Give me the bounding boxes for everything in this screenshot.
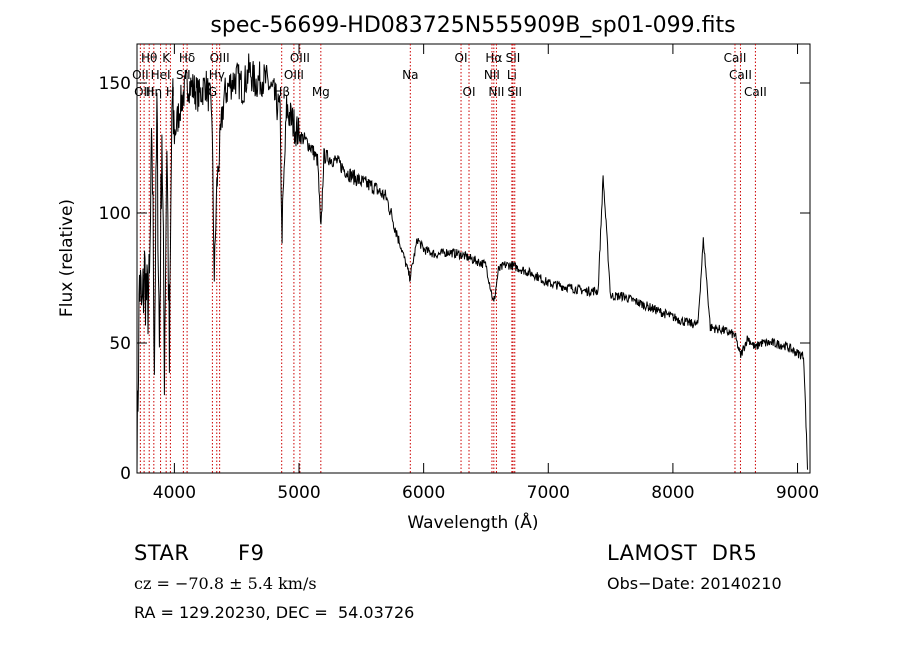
line-marker-label: CaII <box>729 68 752 82</box>
axis-ticks: 4000 5000 6000 7000 8000 9000 0 50 100 150 <box>99 44 819 503</box>
line-marker-label: NII <box>488 85 504 99</box>
object-class: STAR <box>134 541 190 565</box>
line-marker-label: Hδ <box>179 51 195 65</box>
spectral-subclass: F9 <box>238 541 265 565</box>
x-tick-label: 7000 <box>527 483 570 503</box>
redshift-velocity: cz = −70.8 ± 5.4 km/s <box>134 574 317 593</box>
spectrum-line <box>136 53 808 474</box>
x-axis-label: Wavelength (Å) <box>407 511 538 533</box>
line-marker-label: Mg <box>312 85 330 99</box>
y-tick-label: 150 <box>99 74 131 94</box>
observation-date: Obs−Date: 20140210 <box>607 574 782 593</box>
line-marker-label: SII <box>506 51 521 65</box>
y-tick-label: 0 <box>120 464 131 484</box>
line-marker-label: OIII <box>134 85 154 99</box>
line-marker-label: SII <box>176 68 191 82</box>
line-marker-label: H <box>166 85 175 99</box>
y-axis-label: Flux (relative) <box>57 199 77 317</box>
x-tick-label: 5000 <box>277 483 320 503</box>
line-marker-label: Hη <box>146 85 163 99</box>
line-marker-label: CaII <box>744 85 767 99</box>
line-marker-label: OII <box>132 68 149 82</box>
line-marker-label: OIII <box>290 51 310 65</box>
y-tick-label: 50 <box>109 334 131 354</box>
survey-name: LAMOST DR5 <box>607 541 758 565</box>
line-marker-label: Li <box>507 68 517 82</box>
line-marker-label: NII <box>484 68 500 82</box>
line-marker-label: OIII <box>284 68 304 82</box>
line-marker-label: Hβ <box>273 85 290 99</box>
x-tick-label: 9000 <box>776 483 819 503</box>
line-marker-label: OI <box>463 85 476 99</box>
line-marker-label: K <box>162 51 171 65</box>
line-marker-label: HeI <box>151 68 171 82</box>
plot-frame <box>136 43 811 474</box>
x-tick-label: 8000 <box>651 483 694 503</box>
sky-coordinates: RA = 129.20230, DEC = 54.03726 <box>134 603 415 622</box>
x-tick-label: 4000 <box>153 483 196 503</box>
chart-title: spec-56699-HD083725N555909B_sp01-099.fit… <box>210 13 735 38</box>
line-marker-label: OI <box>455 51 468 65</box>
line-marker-label: G <box>208 85 217 99</box>
y-tick-label: 100 <box>99 204 131 224</box>
line-marker-label: Hα <box>485 51 502 65</box>
line-marker-label: Hγ <box>209 68 225 82</box>
line-marker-label: OIII <box>210 51 230 65</box>
x-tick-label: 6000 <box>402 483 445 503</box>
line-marker-label: Hθ <box>141 51 157 65</box>
line-marker-label: CaII <box>724 51 747 65</box>
line-marker-label: SII <box>507 85 522 99</box>
line-markers: Hθ K Hδ OIII OIII OI Hα SII CaII OII HeI SII Hγ OIII N… <box>132 44 767 473</box>
line-marker-label: Na <box>402 68 418 82</box>
